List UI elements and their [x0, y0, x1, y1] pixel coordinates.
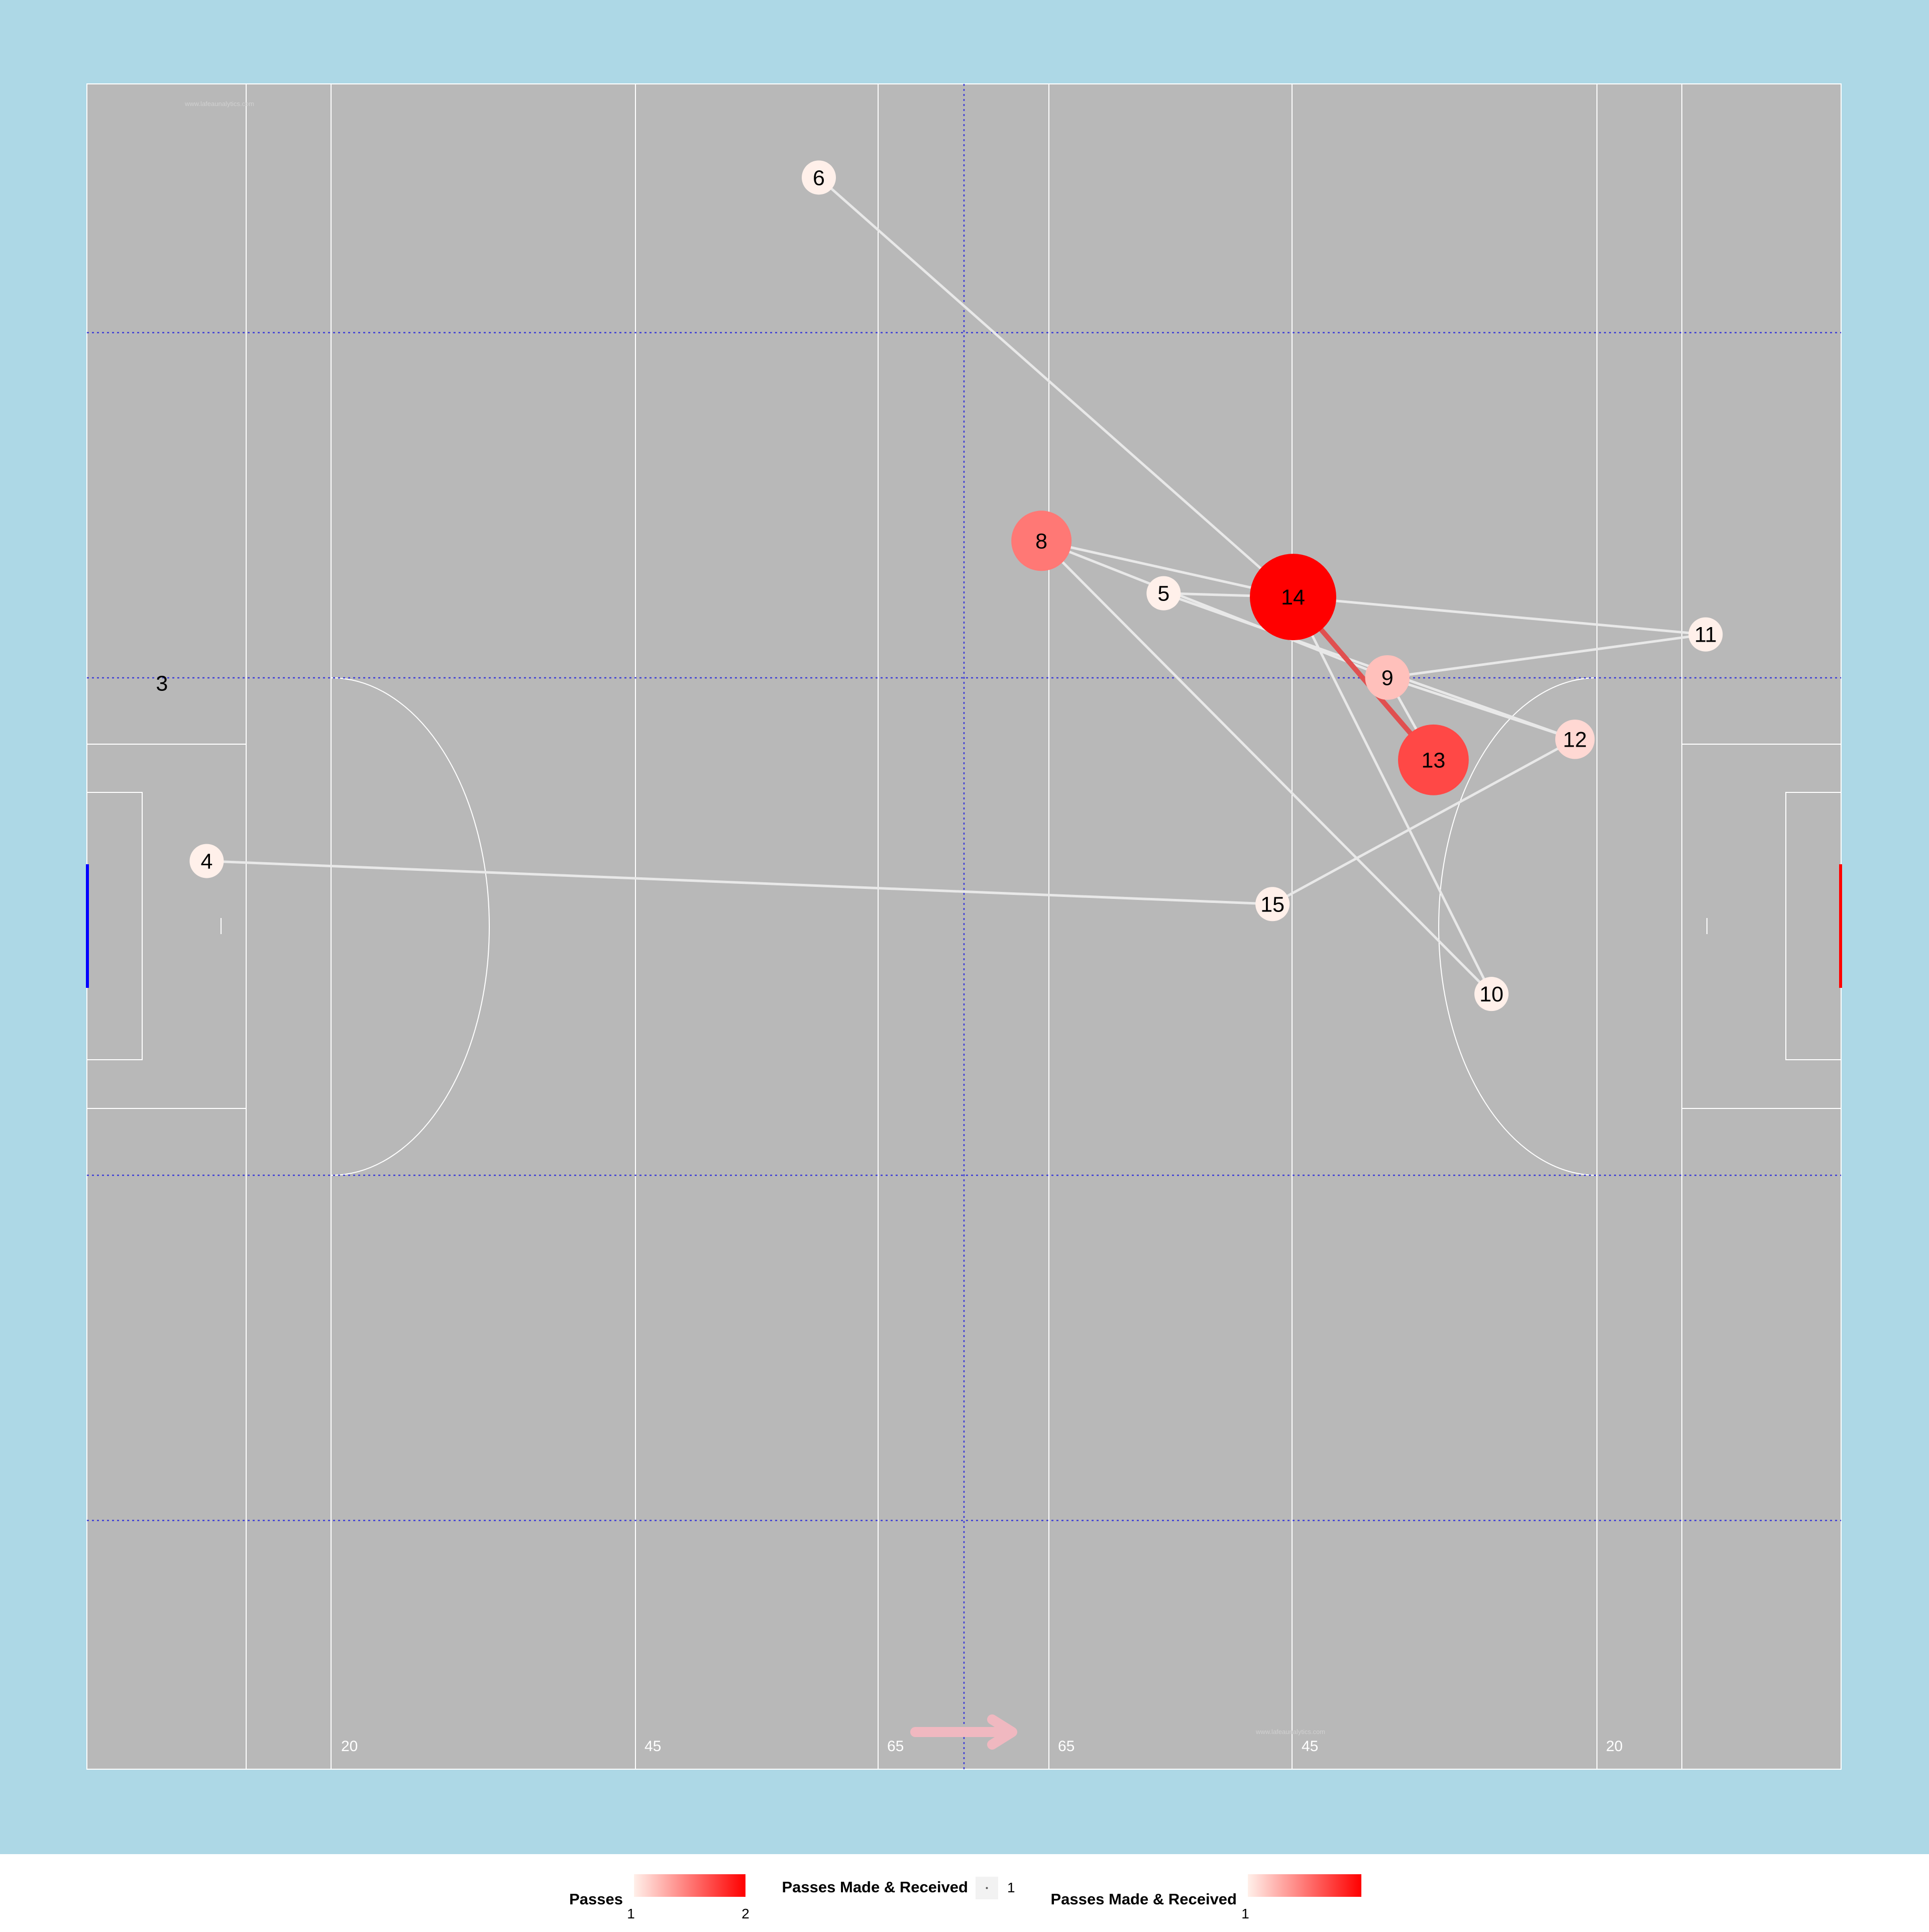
pass-edge-8-10	[1040, 539, 1493, 995]
player-label-10: 10	[1479, 982, 1504, 1006]
player-node-12	[1555, 720, 1595, 759]
player-node-9	[1365, 655, 1410, 700]
player-nodes: 3 4 5 6 8 9 10 11 12 13 14 15	[156, 160, 1723, 1011]
player-label-12: 12	[1563, 728, 1587, 752]
legend-passes-title: Passes	[569, 1890, 623, 1908]
player-label-15: 15	[1260, 892, 1284, 917]
attack-direction-arrow-icon	[910, 1714, 1017, 1750]
distance-label: 20	[341, 1738, 358, 1755]
player-node-4	[189, 844, 224, 878]
player-label-9: 9	[1381, 666, 1394, 690]
legend-made-dot	[986, 1887, 988, 1889]
pass-edge-14-11	[1292, 595, 1707, 636]
legend-made-title: Passes Made & Received	[782, 1878, 969, 1896]
legend-passes-max: 2	[741, 1906, 749, 1921]
distance-labels: 20 45 65 65 45 20	[341, 1738, 1623, 1755]
legend-made-value: 1	[1007, 1880, 1015, 1895]
player-node-11	[1688, 617, 1723, 652]
legend-received-min: 1	[1241, 1906, 1249, 1921]
pass-edge-4-15	[205, 860, 1274, 905]
player-node-5	[1146, 576, 1181, 611]
player-label-4: 4	[200, 850, 212, 874]
player-label-8: 8	[1035, 529, 1047, 553]
pass-edge-8-9	[1040, 539, 1389, 679]
legend-passes-min: 1	[627, 1906, 635, 1921]
distance-label: 45	[1302, 1738, 1318, 1755]
player-node-6	[802, 160, 836, 195]
distance-label: 45	[645, 1738, 661, 1755]
legend-received-gradient	[1248, 1874, 1361, 1897]
arc-left	[331, 677, 490, 1176]
distance-label: 20	[1606, 1738, 1623, 1755]
legend-background	[0, 1854, 1929, 1929]
arc-right	[1438, 677, 1597, 1176]
player-label-5: 5	[1157, 582, 1169, 606]
player-label-11: 11	[1694, 623, 1717, 647]
zone-lines	[87, 84, 1841, 1769]
player-label-3: 3	[156, 672, 168, 696]
legend-passes-gradient	[634, 1874, 745, 1897]
legend: Passes 1 2 Passes Made & Received 1 Pass…	[569, 1874, 1361, 1921]
player-label-14: 14	[1281, 585, 1305, 609]
pass-edge-15-12	[1271, 738, 1576, 905]
watermark-bottom: www.lafeaunalytics.com	[1255, 1728, 1325, 1736]
pitch-surface	[86, 83, 1842, 1770]
player-node-13	[1398, 724, 1469, 795]
player-node-10	[1474, 977, 1509, 1011]
distance-label: 65	[887, 1738, 904, 1755]
pass-edge-9-11	[1386, 633, 1707, 679]
pass-edge-14-10	[1292, 595, 1493, 995]
player-node-14	[1250, 554, 1337, 641]
legend-received-title: Passes Made & Received	[1051, 1890, 1237, 1908]
player-node-8	[1011, 511, 1072, 571]
player-node-15	[1255, 887, 1290, 922]
watermark-top: www.lafeaunalytics.com	[184, 100, 254, 108]
pass-edge-9-12	[1386, 676, 1576, 741]
pitch: www.lafeaunalytics.com www.lafeaunalytic…	[86, 83, 1842, 1770]
pass-edge-6-14	[817, 176, 1295, 598]
player-label-6: 6	[813, 166, 825, 190]
distance-label: 65	[1058, 1738, 1075, 1755]
player-label-13: 13	[1421, 748, 1445, 772]
